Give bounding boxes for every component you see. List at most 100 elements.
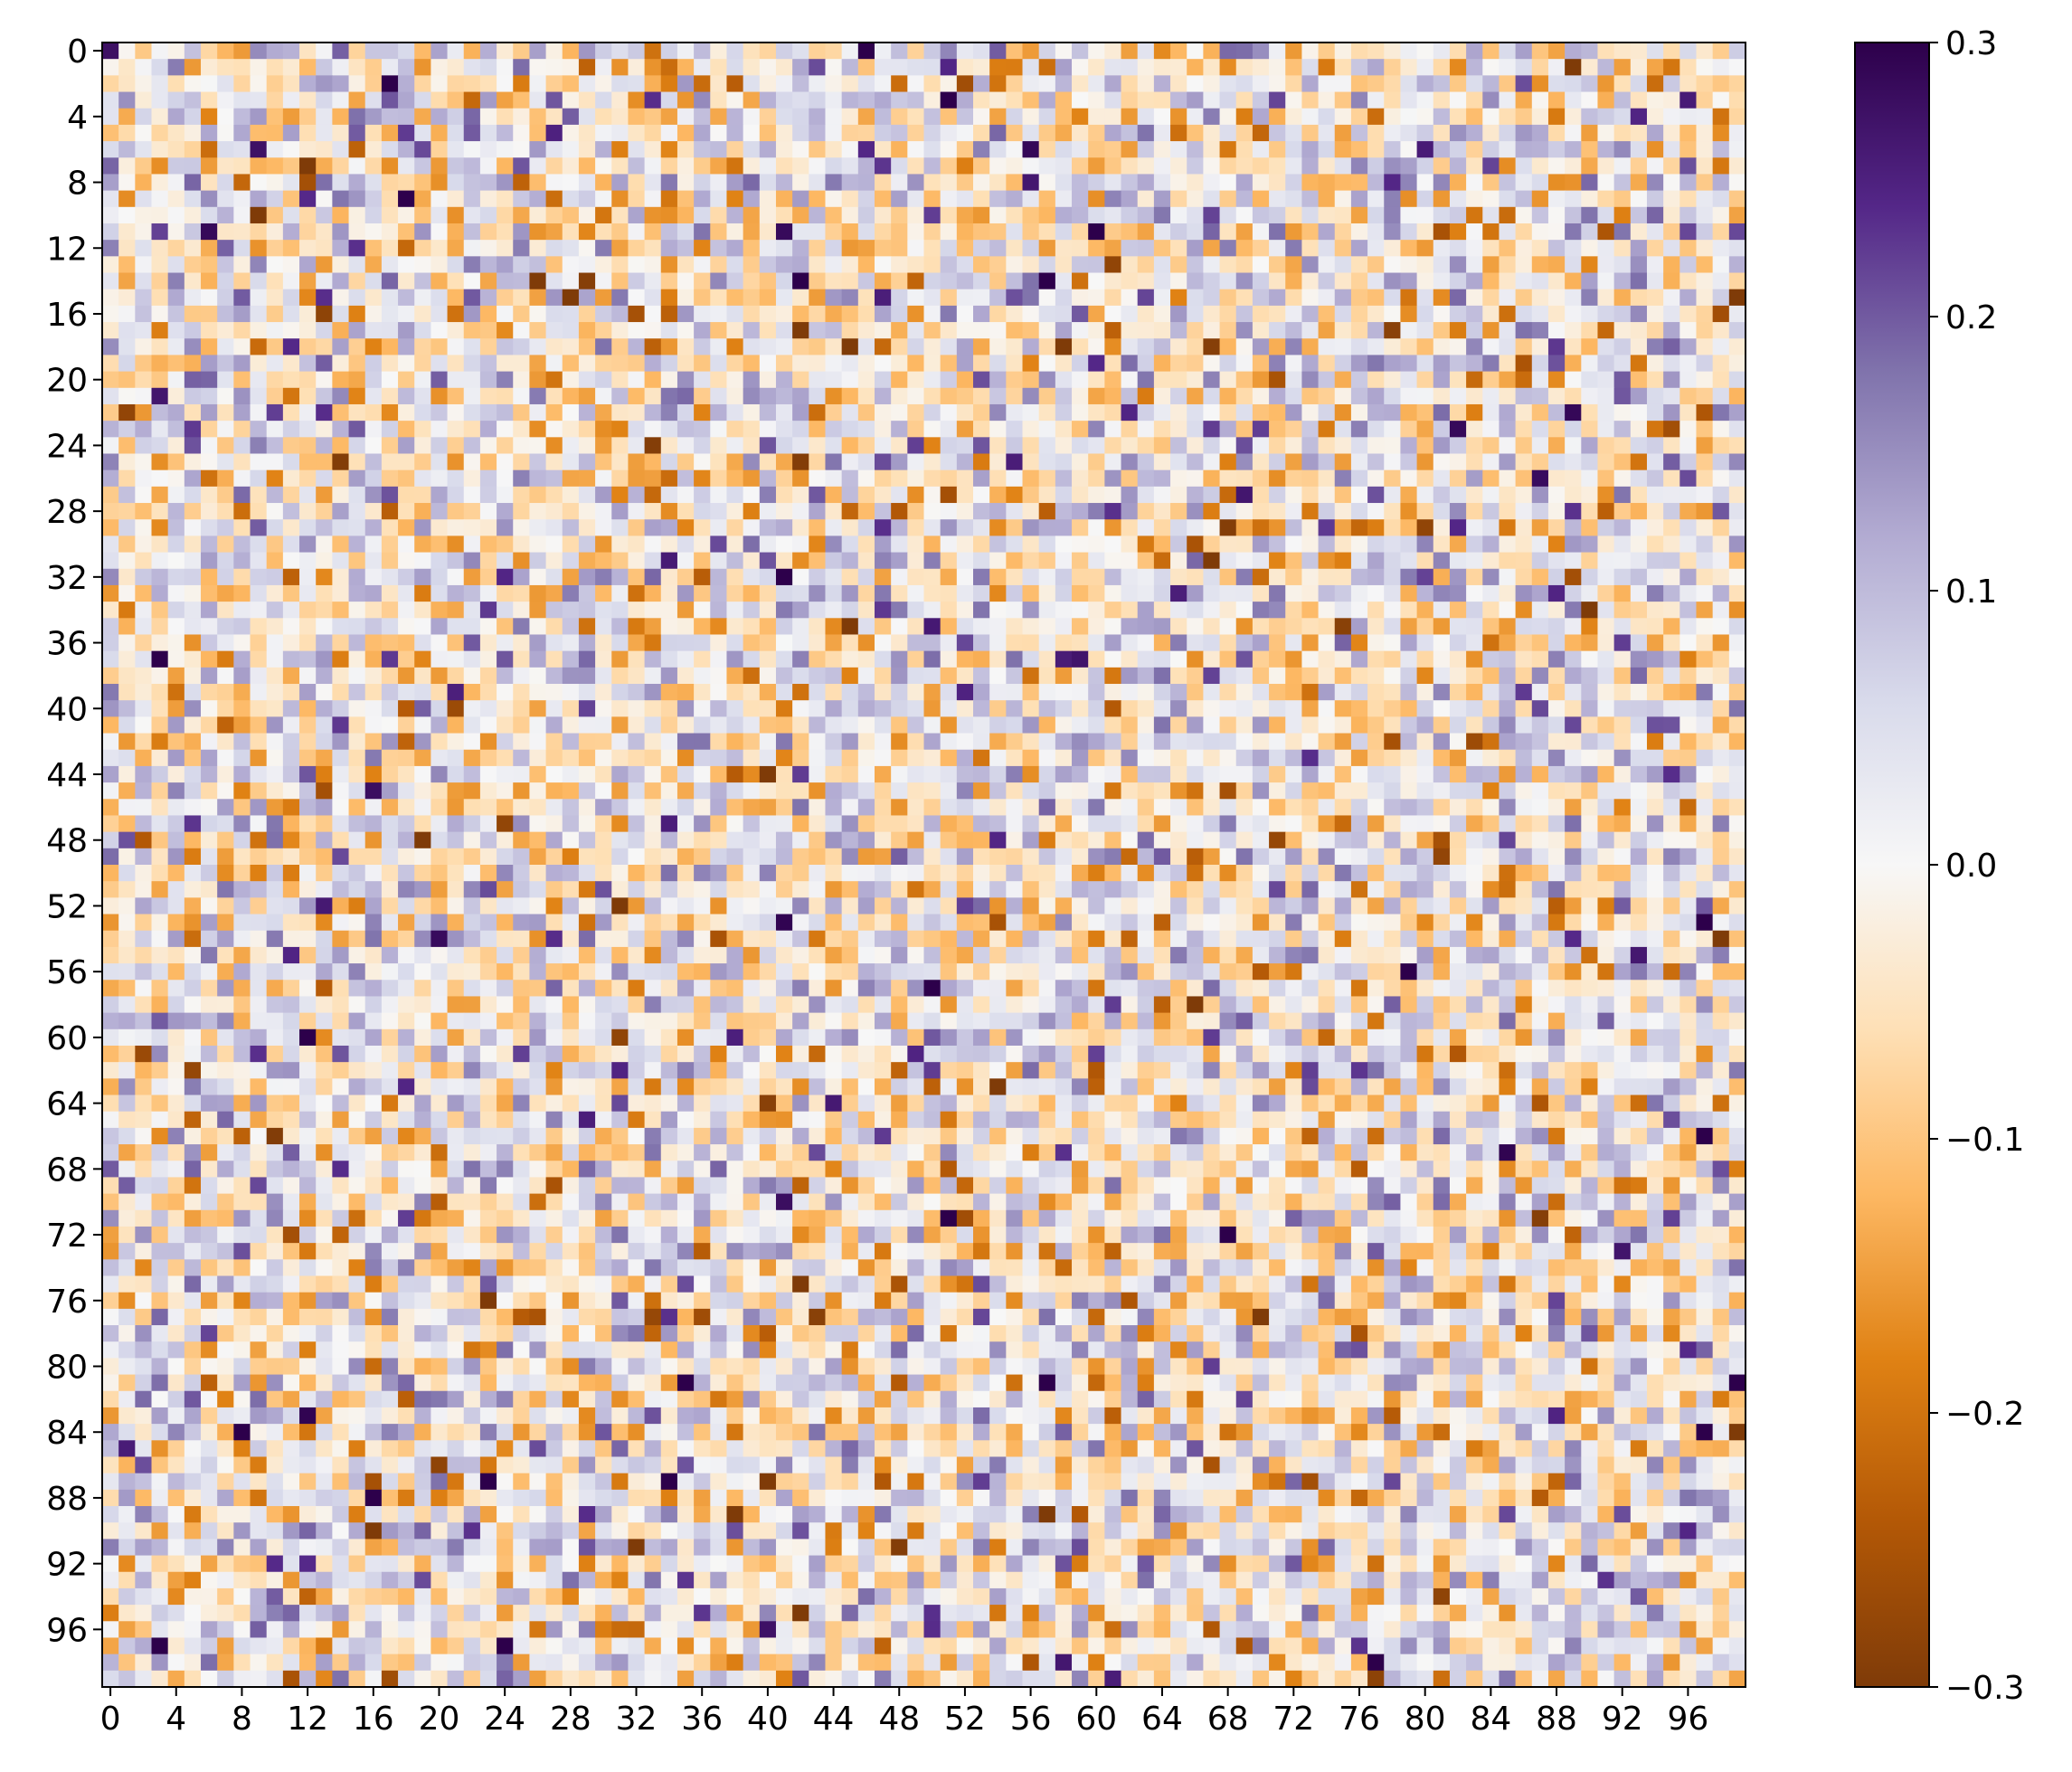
heatmap-cell: [907, 322, 925, 339]
heatmap-cell: [102, 108, 119, 126]
heatmap-cell: [1203, 749, 1221, 767]
heatmap-cell: [348, 799, 366, 817]
heatmap-cell: [1137, 667, 1155, 685]
heatmap-cell: [759, 602, 777, 619]
heatmap-cell: [1088, 618, 1105, 636]
heatmap-cell: [1170, 700, 1187, 717]
heatmap-cell: [1613, 355, 1632, 373]
heatmap-cell: [857, 782, 875, 800]
heatmap-cell: [1235, 240, 1254, 257]
heatmap-cell: [1482, 815, 1500, 833]
heatmap-cell: [1137, 486, 1155, 504]
heatmap-cell: [545, 584, 563, 602]
heatmap-cell: [940, 59, 958, 76]
heatmap-cell: [1466, 174, 1483, 192]
heatmap-cell: [1038, 634, 1056, 652]
heatmap-cell: [1072, 584, 1089, 602]
heatmap-cell: [1416, 503, 1434, 520]
heatmap-cell: [463, 602, 481, 619]
heatmap-cell: [1416, 387, 1434, 405]
heatmap-cell: [726, 453, 744, 471]
heatmap-cell: [1235, 141, 1254, 158]
heatmap-cell: [1269, 387, 1286, 405]
heatmap-cell: [1565, 503, 1582, 520]
heatmap-cell: [1712, 618, 1730, 636]
heatmap-cell: [1088, 519, 1105, 536]
heatmap-cell: [578, 733, 596, 751]
heatmap-cell: [135, 355, 153, 373]
heatmap-cell: [151, 503, 169, 520]
heatmap-cell: [513, 831, 531, 849]
heatmap-cell: [497, 602, 514, 619]
heatmap-cell: [1121, 552, 1139, 570]
heatmap-cell: [447, 322, 465, 339]
heatmap-cell: [1384, 289, 1402, 307]
heatmap-cell: [923, 157, 941, 175]
heatmap-cell: [1318, 684, 1336, 701]
heatmap-cell: [891, 486, 908, 504]
heatmap-cell: [1696, 91, 1714, 109]
heatmap-cell: [562, 716, 580, 734]
heatmap-cell: [923, 124, 941, 142]
heatmap-cell: [414, 667, 431, 685]
heatmap-cell: [1581, 749, 1599, 767]
heatmap-cell: [792, 43, 809, 60]
heatmap-cell: [529, 486, 547, 504]
heatmap-cell: [1384, 765, 1402, 783]
heatmap-cell: [1318, 765, 1336, 783]
heatmap-cell: [414, 91, 431, 109]
heatmap-cell: [611, 59, 629, 76]
heatmap-cell: [1301, 799, 1320, 817]
heatmap-cell: [381, 338, 399, 356]
heatmap-cell: [414, 602, 431, 619]
heatmap-cell: [1301, 634, 1320, 652]
heatmap-cell: [316, 437, 333, 455]
heatmap-cell: [973, 831, 990, 849]
heatmap-cell: [1153, 256, 1171, 274]
heatmap-cell: [364, 469, 383, 488]
heatmap-cell: [167, 91, 185, 109]
heatmap-cell: [167, 782, 185, 800]
heatmap-cell: [1269, 618, 1286, 636]
heatmap-cell: [1153, 733, 1171, 751]
heatmap-cell: [1515, 289, 1533, 307]
heatmap-cell: [923, 91, 941, 109]
heatmap-cell: [1499, 240, 1517, 257]
heatmap-cell: [743, 519, 761, 536]
heatmap-cell: [1384, 552, 1402, 570]
heatmap-cell: [381, 716, 399, 734]
heatmap-cell: [595, 108, 612, 126]
heatmap-cell: [1384, 650, 1402, 668]
heatmap-cell: [513, 421, 531, 438]
heatmap-cell: [1350, 799, 1368, 817]
heatmap-cell: [1679, 650, 1698, 668]
heatmap-cell: [562, 552, 580, 570]
heatmap-cell: [1646, 223, 1664, 241]
heatmap-cell: [1630, 568, 1648, 586]
heatmap-cell: [775, 387, 793, 405]
heatmap-cell: [809, 684, 827, 701]
heatmap-cell: [1121, 124, 1139, 142]
heatmap-cell: [102, 650, 119, 668]
heatmap-cell: [201, 535, 218, 554]
heatmap-cell: [1400, 848, 1418, 866]
heatmap-cell: [233, 190, 251, 208]
heatmap-cell: [1433, 403, 1451, 422]
heatmap-cell: [1679, 848, 1698, 866]
heatmap-cell: [282, 733, 300, 751]
heatmap-cell: [676, 355, 695, 373]
heatmap-cell: [135, 634, 153, 652]
heatmap-cell: [151, 256, 169, 274]
heatmap-cell: [332, 831, 350, 849]
heatmap-cell: [1728, 91, 1746, 109]
heatmap-cell: [167, 43, 185, 60]
heatmap-cell: [135, 848, 153, 866]
heatmap-cell: [364, 519, 383, 536]
heatmap-cell: [923, 716, 941, 734]
heatmap-cell: [1515, 59, 1533, 76]
heatmap-cell: [1433, 815, 1451, 833]
heatmap-cell: [316, 387, 333, 405]
heatmap-cell: [1597, 634, 1615, 652]
heatmap-cell: [1006, 75, 1024, 93]
heatmap-cell: [135, 157, 153, 175]
